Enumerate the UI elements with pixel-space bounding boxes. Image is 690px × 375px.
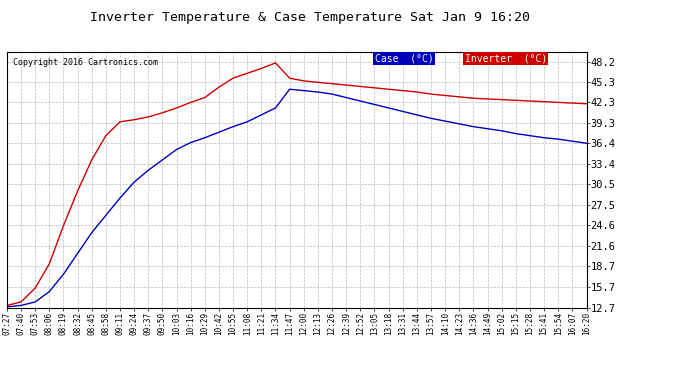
Text: Inverter Temperature & Case Temperature Sat Jan 9 16:20: Inverter Temperature & Case Temperature … bbox=[90, 11, 531, 24]
Text: Case  (°C): Case (°C) bbox=[375, 54, 434, 64]
Text: Inverter  (°C): Inverter (°C) bbox=[465, 54, 547, 64]
Text: Copyright 2016 Cartronics.com: Copyright 2016 Cartronics.com bbox=[12, 58, 158, 67]
